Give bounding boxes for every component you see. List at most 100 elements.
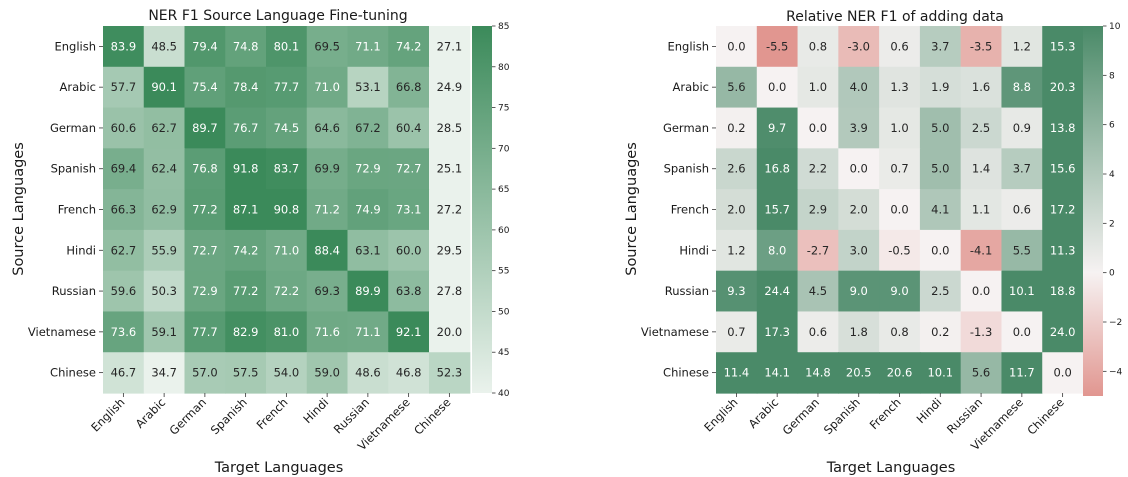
heatmap-cell-label: 73.1 bbox=[396, 203, 422, 217]
heatmap-cell-label: 20.6 bbox=[887, 366, 913, 380]
heatmap-cell-label: 1.1 bbox=[972, 203, 990, 217]
heatmap-cell-label: 80.1 bbox=[274, 39, 300, 53]
y-tick-label: Vietnamese bbox=[28, 325, 96, 339]
heatmap-cell bbox=[756, 270, 799, 313]
heatmap-cell bbox=[1001, 26, 1043, 68]
heatmap-cell bbox=[388, 311, 430, 353]
heatmap-cell bbox=[797, 189, 839, 231]
heatmap-cell-label: 73.6 bbox=[111, 325, 137, 339]
heatmap-cell-label: -5.5 bbox=[766, 39, 788, 53]
heatmap-cell bbox=[879, 107, 921, 149]
heatmap-cell bbox=[756, 66, 799, 109]
heatmap-cell bbox=[143, 270, 186, 313]
heatmap-cell-label: 9.3 bbox=[727, 284, 745, 298]
heatmap-cell bbox=[103, 66, 145, 109]
heatmap-cell bbox=[103, 189, 145, 231]
heatmap-cell bbox=[143, 311, 186, 353]
colorbar-tick-label: 8 bbox=[1109, 71, 1115, 81]
colorbar-right-gradient bbox=[1083, 26, 1103, 396]
heatmap-cell-label: 60.0 bbox=[396, 243, 422, 257]
colorbar-left-ticks: 40 45 50 55 60 65 70 75 80 85 bbox=[492, 22, 510, 399]
heatmap-cell-label: 4.5 bbox=[809, 284, 827, 298]
heatmap-cell bbox=[347, 26, 389, 68]
x-tick-label: English bbox=[88, 395, 127, 434]
colorbar-left-gradient bbox=[472, 26, 492, 393]
heatmap-cell bbox=[306, 229, 349, 272]
heatmap-cell bbox=[103, 26, 145, 68]
heatmap-cell-label: 72.9 bbox=[355, 162, 381, 176]
colorbar-tick-label: 65 bbox=[498, 185, 509, 195]
heatmap-cell bbox=[919, 66, 962, 109]
heatmap-cell bbox=[143, 148, 186, 190]
heatmap-cell bbox=[960, 26, 1003, 68]
heatmap-cell bbox=[225, 270, 267, 313]
heatmap-cell-label: 76.8 bbox=[192, 162, 218, 176]
heatmap-cell bbox=[838, 26, 880, 68]
heatmap-cell bbox=[184, 270, 226, 313]
heatmap-cell bbox=[388, 107, 430, 149]
heatmap-cell-label: 62.7 bbox=[111, 243, 137, 257]
heatmap-cell-label: 4.0 bbox=[850, 80, 868, 94]
heatmap-cell-label: 0.7 bbox=[890, 162, 908, 176]
heatmap-cell bbox=[1001, 229, 1043, 272]
heatmap-cell-label: 1.2 bbox=[727, 243, 745, 257]
y-tick-label: English bbox=[667, 39, 709, 53]
x-tick-label: Hindi bbox=[300, 395, 331, 426]
heatmap-cell bbox=[797, 107, 839, 149]
x-tick-label: English bbox=[701, 395, 740, 434]
heatmap-cell bbox=[103, 148, 145, 190]
heatmap-cell bbox=[838, 66, 880, 109]
colorbar-right-ticks: −4 −2 0 2 4 6 8 10 bbox=[1103, 22, 1123, 377]
heatmap-cell-label: 3.7 bbox=[931, 39, 949, 53]
heatmap-cell-label: 62.9 bbox=[151, 203, 177, 217]
colorbar-tick-label: 0 bbox=[1109, 269, 1115, 279]
heatmap-cell bbox=[1001, 352, 1043, 394]
heatmap-cell bbox=[1042, 189, 1084, 231]
heatmap-cell-label: 69.3 bbox=[314, 284, 340, 298]
heatmap-cell-label: 60.4 bbox=[396, 121, 422, 135]
x-tick-label: French bbox=[254, 395, 291, 432]
heatmap-cell bbox=[756, 107, 799, 149]
heatmap-cell-label: 18.8 bbox=[1050, 284, 1076, 298]
heatmap-cell-label: 3.9 bbox=[850, 121, 868, 135]
x-tick-label: German bbox=[780, 395, 822, 437]
heatmap-cell-label: 29.5 bbox=[437, 243, 463, 257]
heatmap-cell-label: 83.7 bbox=[274, 162, 300, 176]
heatmap-cell-label: 0.9 bbox=[1013, 121, 1031, 135]
heatmap-cell-label: 69.5 bbox=[314, 39, 340, 53]
heatmap-cell bbox=[756, 148, 799, 190]
heatmap-cell bbox=[1001, 148, 1043, 190]
heatmap-cell bbox=[879, 148, 921, 190]
heatmap-cell bbox=[347, 189, 389, 231]
heatmap-cell bbox=[838, 311, 880, 353]
heatmap-cell bbox=[960, 66, 1003, 109]
heatmap-cell-label: 48.5 bbox=[151, 39, 177, 53]
heatmap-cell-label: 48.6 bbox=[355, 366, 381, 380]
heatmap-cell-label: 57.5 bbox=[233, 366, 259, 380]
heatmap-cell bbox=[143, 26, 186, 68]
heatmap-cell-label: 11.7 bbox=[1009, 366, 1035, 380]
colorbar-left: 40 45 50 55 60 65 70 75 80 85 bbox=[472, 22, 510, 399]
heatmap-cell-label: 2.2 bbox=[809, 162, 827, 176]
heatmap-cell bbox=[347, 148, 389, 190]
heatmap-left-yticks: English Arabic German Spanish French Hindi Rus… bbox=[28, 39, 103, 380]
heatmap-cell-label: 0.0 bbox=[1013, 325, 1031, 339]
heatmap-cell-label: 5.6 bbox=[727, 80, 745, 94]
y-tick-label: Chinese bbox=[50, 366, 96, 380]
heatmap-cell bbox=[716, 229, 758, 272]
heatmap-cell-label: 0.6 bbox=[890, 39, 908, 53]
heatmap-cell-label: 34.7 bbox=[151, 366, 177, 380]
heatmap-cell-label: 64.6 bbox=[314, 121, 340, 135]
heatmap-cell-label: -0.5 bbox=[888, 243, 910, 257]
heatmap-cell bbox=[184, 189, 226, 231]
heatmap-cell-label: 1.0 bbox=[890, 121, 908, 135]
heatmap-cell-label: 89.9 bbox=[355, 284, 381, 298]
heatmap-cell-label: 9.0 bbox=[890, 284, 908, 298]
heatmap-cell-label: 74.5 bbox=[274, 121, 300, 135]
colorbar-tick-label: 70 bbox=[498, 144, 510, 154]
heatmap-cell bbox=[306, 352, 349, 394]
heatmap-cell-label: 0.8 bbox=[809, 39, 827, 53]
heatmap-cell bbox=[1042, 107, 1084, 149]
colorbar-tick-label: 55 bbox=[498, 267, 509, 277]
